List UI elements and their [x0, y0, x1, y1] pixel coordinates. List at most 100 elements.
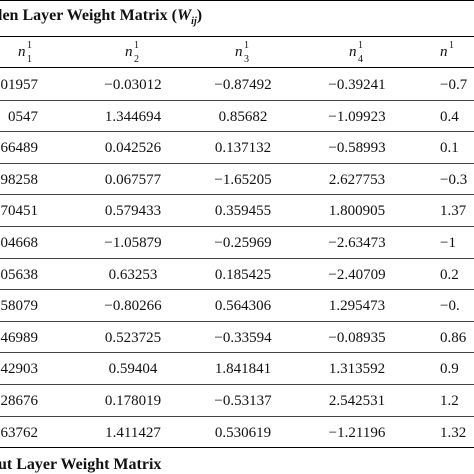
title-subscript: ij: [191, 16, 197, 28]
header-sup: 1: [27, 40, 32, 51]
title-close: ): [196, 7, 203, 24]
table-cell: 0547: [8, 108, 38, 125]
table-cell: 0.9: [440, 361, 459, 378]
table-cell: −0.39241: [328, 77, 386, 93]
table-cell: −1.09923: [328, 108, 386, 125]
table-cell: −0.03012: [104, 77, 162, 93]
table-cell: 0.579433: [104, 203, 162, 220]
header-sup: 1: [244, 40, 249, 51]
table-cell: 42903: [0, 361, 39, 378]
table-cell: 1.2: [440, 393, 459, 409]
table-cell: 0.86: [440, 329, 467, 346]
table-cell: 05638: [0, 266, 39, 283]
table-cell: 0.4: [440, 108, 459, 125]
title-text: len Layer Weight Matrix (: [0, 7, 177, 24]
table-cell: 1.313592: [328, 361, 386, 378]
header-base: n: [235, 44, 243, 60]
table-cell: 46989: [0, 329, 39, 346]
row-rule: [0, 194, 474, 196]
header-rule: [0, 67, 474, 68]
table-cell: 0.178019: [104, 393, 162, 409]
table-cell: 04668: [0, 235, 39, 251]
table-cell: 98258: [0, 171, 39, 188]
bottom-rule: [0, 447, 474, 448]
table-cell: 0.1: [440, 140, 459, 157]
table-cell: −1.05879: [104, 235, 162, 251]
table-cell: −0.80266: [104, 298, 162, 315]
row-rule: [0, 384, 474, 385]
header-sub: 4: [358, 54, 363, 65]
table-cell: −0.3: [440, 171, 468, 188]
table-cell: 63762: [0, 424, 39, 441]
table-cell: −1.21196: [328, 424, 386, 441]
header-base: n: [18, 44, 26, 60]
row-rule: [0, 352, 474, 354]
table-cell: 0.59404: [108, 361, 158, 378]
table-cell: 28676: [0, 393, 39, 409]
title-rule: [0, 36, 474, 37]
table-cell: −1: [440, 235, 456, 251]
table-cell: 0.564306: [214, 298, 272, 315]
table-cell: 0.523725: [104, 329, 162, 346]
table-cell: 1.32: [440, 424, 467, 441]
table-cell: 0.530619: [214, 424, 272, 441]
header-base: n: [349, 44, 357, 60]
table-cell: −0.08935: [328, 329, 386, 346]
table-cell: 0.63253: [108, 266, 158, 283]
row-rule: [0, 226, 474, 227]
table-cell: 2.627753: [328, 171, 386, 188]
table-cell: 0.2: [440, 266, 459, 283]
header-sup: 1: [449, 40, 454, 51]
table-cell: −0.53137: [214, 393, 272, 409]
table-cell: 01957: [0, 77, 39, 93]
table-cell: 0.042526: [104, 140, 162, 157]
table-cell: 1.841841: [214, 361, 272, 378]
row-rule: [0, 257, 474, 259]
table-cell: −0.87492: [214, 77, 272, 93]
header-sub: 3: [244, 54, 249, 65]
row-rule: [0, 320, 474, 322]
header-sub: 1: [27, 54, 32, 65]
table-cell: −0.: [440, 298, 460, 315]
row-rule: [0, 415, 474, 417]
table-cell: 2.542531: [328, 393, 386, 409]
table-cell: 0.85682: [218, 108, 268, 125]
table-cell: −0.25969: [214, 235, 272, 251]
top-rule: [0, 0, 474, 1]
table-cell: 0.067577: [104, 171, 162, 188]
table-title: len Layer Weight Matrix (Wij): [0, 7, 202, 27]
table-cell: −0.33594: [214, 329, 272, 346]
table-cell: 66489: [0, 140, 39, 157]
table-cell: −0.7: [440, 77, 468, 93]
table-cell: 1.411427: [105, 424, 161, 441]
table-cell: 0.185425: [214, 266, 272, 283]
table-cell: 0.359455: [214, 203, 272, 220]
header-sub: 2: [134, 54, 139, 65]
table-cell: 1.37: [440, 203, 467, 220]
table-cell: −0.58993: [328, 140, 386, 157]
table-cell: −2.40709: [328, 266, 386, 283]
table-cell: 1.295473: [328, 298, 386, 315]
table-cell: −1.65205: [214, 171, 272, 188]
table-cell: −2.63473: [328, 235, 386, 251]
header-base: n: [440, 44, 448, 60]
next-title: ut Layer Weight Matrix: [0, 456, 162, 473]
table-cell: 70451: [0, 203, 39, 220]
row-rule: [0, 162, 474, 164]
table-cell: 1.344694: [104, 108, 162, 125]
row-rule: [0, 289, 474, 291]
row-rule: [0, 131, 474, 133]
header-sup: 1: [358, 40, 363, 51]
row-rule: [0, 99, 474, 101]
header-base: n: [125, 44, 133, 60]
